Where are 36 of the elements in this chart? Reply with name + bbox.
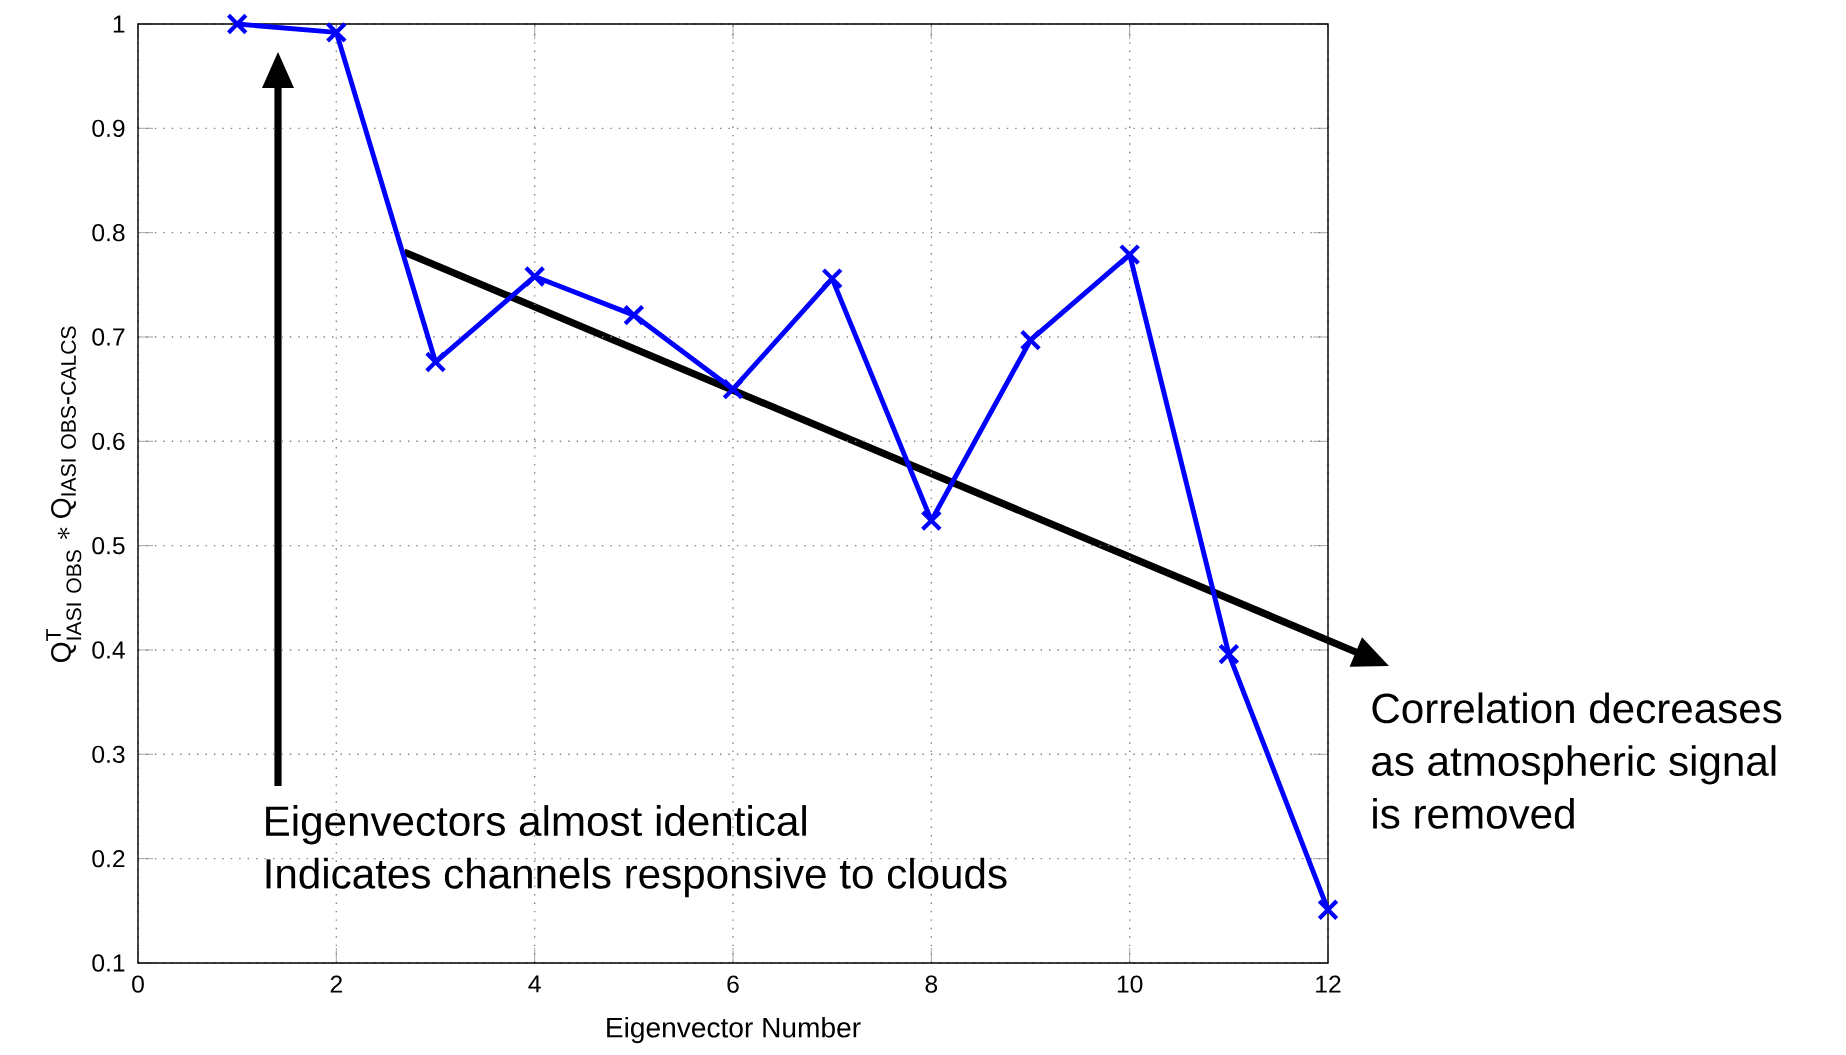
- point: [1218, 643, 1240, 666]
- y-tick-label: 0.7: [92, 328, 125, 346]
- y-tick-label: 1: [113, 15, 125, 33]
- annotation: Eigenvectors almost identical: [266, 805, 806, 845]
- point: [1019, 329, 1042, 351]
- y-tick-label: 0.3: [92, 745, 125, 764]
- y-tick-label: 0.9: [92, 119, 125, 138]
- y-tick-label: 0.8: [92, 224, 125, 242]
- point: [821, 267, 843, 290]
- x-tick-label: 0: [132, 975, 144, 993]
- x-tick-label: 8: [925, 975, 938, 993]
- point: [722, 378, 744, 401]
- text: Correlation decreases: [1372, 692, 1782, 724]
- y-axis-title: $\mathrm{Q}^{\mathrm{T}}_{\mathrm{IASI\ OBS}} * \mathrm{Q}_{\mathrm{IASI\ OBS\mbox{-}CALCS}}$: [46, 326, 82, 662]
- x-tick-label: 12: [1316, 975, 1341, 993]
- point: [325, 21, 348, 44]
- text: as atmospheric signal: [1372, 745, 1776, 785]
- x-tick-label: 2: [330, 975, 342, 993]
- y-tick-label: 0.1: [92, 954, 125, 972]
- point: [523, 265, 546, 288]
- point: [226, 13, 248, 35]
- y-tick-label: 0.4: [92, 641, 125, 659]
- y-tick-label: 0.2: [92, 850, 125, 868]
- point: [1317, 899, 1339, 921]
- point: [623, 304, 645, 326]
- y-tick-label: 0.5: [92, 537, 125, 555]
- x-tick-label: 4: [528, 975, 541, 993]
- point: [920, 509, 943, 532]
- point: [424, 351, 447, 373]
- point: [1118, 243, 1141, 266]
- y-tick-label: 0.6: [92, 432, 125, 451]
- text: is removed: [1373, 797, 1574, 829]
- annotation: Indicates channels responsive to clouds: [266, 857, 1007, 898]
- x-tick-label: 6: [727, 975, 739, 993]
- x-axis-title: Eigenvector Number: [607, 1016, 861, 1044]
- x-tick-label: 10: [1117, 975, 1143, 993]
